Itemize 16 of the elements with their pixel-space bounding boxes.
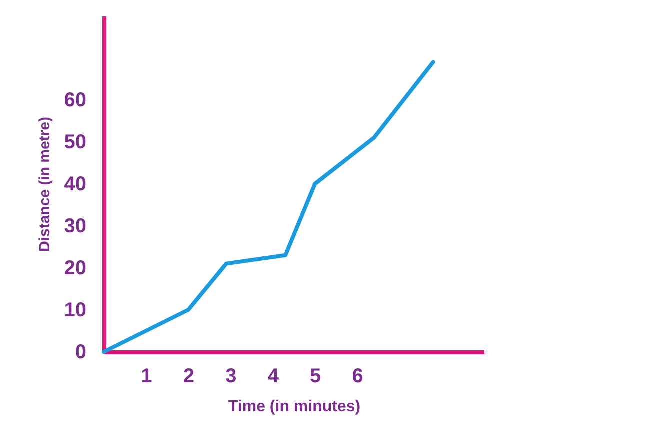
x-tick-label: 6 xyxy=(352,366,364,388)
x-tick-label: 5 xyxy=(310,366,322,388)
y-tick-label: 20 xyxy=(64,258,86,280)
y-tick-label: 0 xyxy=(75,342,86,364)
x-axis-title: Time (in minutes) xyxy=(228,398,361,416)
y-tick-label: 40 xyxy=(64,174,86,196)
x-tick-label: 2 xyxy=(183,366,195,388)
x-tick-label: 1 xyxy=(141,366,152,388)
y-tick-label: 10 xyxy=(64,300,86,322)
line-series xyxy=(102,60,436,354)
x-tick-label: 3 xyxy=(226,366,237,388)
y-tick-label: 50 xyxy=(64,132,86,154)
x-tick-label: 4 xyxy=(268,366,280,388)
y-tick-label: 30 xyxy=(64,216,86,238)
y-axis-title: Distance (in metre) xyxy=(36,116,54,252)
y-tick-label: 60 xyxy=(64,90,86,112)
